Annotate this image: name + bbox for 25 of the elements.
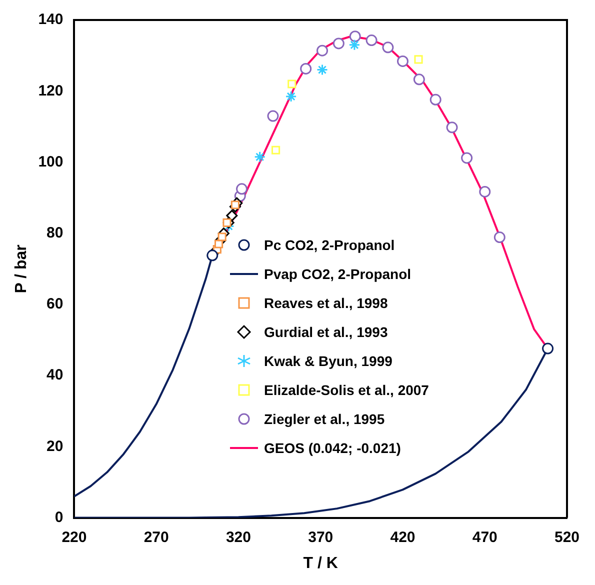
legend-label: Elizalde-Solis et al., 2007: [264, 382, 429, 398]
legend-label: Pc CO2, 2-Propanol: [264, 236, 395, 252]
y-tick-label: 80: [46, 224, 64, 242]
y-axis-title: P / bar: [13, 244, 30, 294]
x-tick-label: 370: [308, 528, 334, 546]
x-tick-label: 420: [390, 528, 416, 546]
legend-label: GEOS (0.042; -0.021): [264, 440, 401, 456]
y-tick-label: 20: [46, 438, 64, 455]
x-tick-label: 220: [62, 528, 87, 546]
legend-label: Gurdial et al., 1993: [264, 324, 388, 340]
x-tick-label: 470: [472, 528, 498, 546]
x-tick-label: 520: [554, 528, 580, 546]
y-tick-label: 120: [38, 82, 64, 100]
x-axis-title: T / K: [303, 554, 338, 572]
y-tick-label: 100: [38, 153, 64, 170]
x-tick-label: 270: [144, 528, 169, 546]
y-tick-label: 40: [46, 366, 64, 384]
legend-label: Pvap CO2, 2-Propanol: [264, 266, 412, 282]
legend-label: Ziegler et al., 1995: [264, 410, 385, 426]
y-tick-label: 60: [46, 296, 64, 313]
legend-label: Kwak & Byun, 1999: [264, 352, 392, 368]
legend-label: Reaves et al., 1998: [264, 294, 388, 310]
y-tick-label: 0: [54, 508, 64, 526]
x-tick-label: 320: [226, 528, 251, 546]
y-tick-label: 140: [38, 11, 64, 28]
